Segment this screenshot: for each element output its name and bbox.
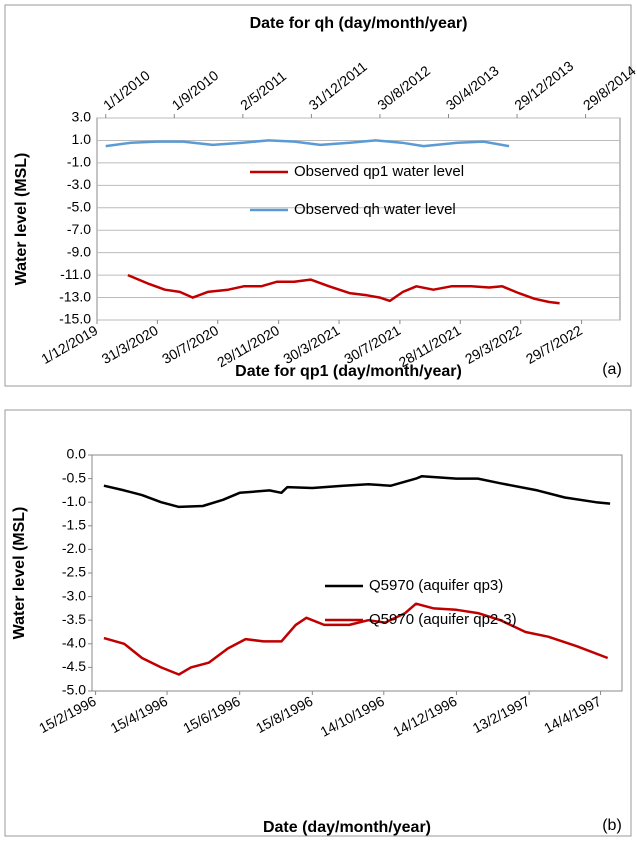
series-line: [127, 273, 560, 305]
y-tick-label: -2.0: [62, 540, 86, 556]
y-tick-label: 0.0: [67, 446, 87, 462]
series-line: [103, 474, 611, 509]
y-axis-title: Water level (MSL): [11, 507, 28, 640]
y-tick-label: 3.0: [72, 109, 92, 125]
y-tick-label: -5.0: [62, 682, 86, 698]
series-line: [103, 602, 609, 676]
legend-label: Observed qh water level: [294, 201, 456, 218]
y-tick-label: 1.0: [72, 131, 92, 147]
x-axis-title: Date for qp1 (day/month/year): [235, 363, 462, 380]
legend-label: Q5970 (aquifer qp2-3): [369, 611, 517, 628]
y-tick-label: -9.0: [67, 243, 91, 259]
y-tick-label: -11.0: [60, 266, 91, 282]
y-tick-label: -1.5: [62, 517, 86, 533]
y-tick-label: -1.0: [67, 154, 91, 170]
plot-area: [91, 454, 623, 692]
y-axis-title: Water level (MSL): [13, 153, 30, 286]
y-tick-label: -3.0: [67, 176, 91, 192]
x-axis-title: Date (day/month/year): [263, 819, 431, 836]
legend-label: Q5970 (aquifer qp3): [369, 577, 503, 594]
y-tick-label: -3.5: [62, 611, 86, 627]
y-tick-label: -13.0: [59, 288, 91, 304]
y-tick-label: -4.0: [62, 635, 86, 651]
plot-area: [96, 117, 621, 321]
y-tick-label: -7.0: [67, 221, 91, 237]
series-line: [105, 139, 510, 148]
y-tick-label: -4.5: [62, 658, 86, 674]
legend-label: Observed qp1 water level: [294, 163, 464, 180]
y-tick-label: -0.5: [62, 469, 86, 485]
y-tick-label: -1.0: [62, 493, 86, 509]
y-tick-label: -5.0: [67, 198, 91, 214]
y-tick-label: -2.5: [62, 564, 86, 580]
panel-label: (a): [602, 361, 622, 378]
panel-label: (b): [602, 817, 622, 834]
x2-axis-title: Date for qh (day/month/year): [250, 15, 468, 32]
y-tick-label: -3.0: [62, 587, 86, 603]
y-tick-label: -15.0: [59, 311, 91, 327]
